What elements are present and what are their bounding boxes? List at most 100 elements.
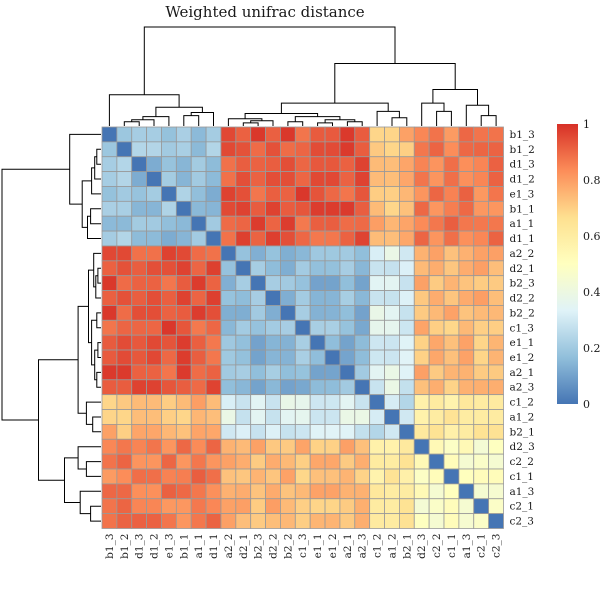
heatmap-cell	[294, 171, 311, 187]
heatmap-cell	[488, 513, 504, 529]
heatmap-cell	[324, 126, 341, 143]
heatmap-cell	[175, 349, 192, 366]
heatmap-cell	[146, 126, 162, 143]
heatmap-cell	[190, 394, 207, 410]
heatmap-cell	[265, 305, 281, 321]
row-dendrogram-branch	[85, 461, 101, 477]
heatmap-cell	[146, 468, 162, 485]
heatmap-cell	[146, 275, 162, 291]
heatmap-cell	[488, 379, 504, 396]
heatmap-cell	[280, 364, 296, 381]
heatmap-cell	[384, 215, 400, 232]
column-label: b1_2	[119, 533, 131, 558]
heatmap-cell	[384, 319, 400, 336]
heatmap-cell	[413, 275, 430, 291]
heatmap-cell	[309, 171, 326, 187]
row-label: d2_2	[509, 293, 534, 305]
row-label: b1_3	[509, 129, 534, 141]
row-dendrogram-branch	[90, 505, 101, 522]
row-label: b1_1	[509, 203, 534, 215]
heatmap-cell	[369, 394, 385, 410]
heatmap-cell	[369, 513, 385, 529]
heatmap-cell	[220, 126, 237, 143]
heatmap-cell	[413, 141, 430, 158]
column-label: c1_3	[297, 533, 309, 558]
heatmap-cell	[131, 275, 148, 291]
heatmap-cell	[280, 334, 296, 351]
heatmap-cell	[384, 453, 400, 470]
heatmap-cell	[473, 438, 490, 455]
heatmap-cell	[101, 260, 118, 277]
heatmap-cell	[220, 230, 237, 247]
heatmap-cell	[458, 513, 475, 529]
heatmap-cell	[443, 260, 460, 277]
heatmap-cell	[205, 141, 222, 158]
heatmap-cell	[161, 349, 177, 366]
heatmap-cell	[205, 453, 222, 470]
heatmap-cell	[294, 394, 311, 410]
heatmap-cell	[428, 483, 445, 500]
heatmap-cell	[280, 260, 296, 277]
heatmap-cell	[161, 379, 177, 396]
heatmap-cell	[190, 379, 207, 396]
heatmap-cell	[116, 305, 133, 321]
heatmap-cell	[116, 423, 133, 440]
heatmap-cell	[131, 498, 148, 515]
heatmap-cell	[413, 200, 430, 217]
heatmap-cell	[101, 468, 118, 485]
heatmap-cell	[324, 498, 341, 515]
heatmap-cell	[116, 483, 133, 500]
heatmap-cell	[384, 394, 400, 410]
heatmap-cell	[384, 290, 400, 306]
heatmap-cell	[369, 305, 385, 321]
heatmap-cell	[250, 171, 266, 187]
heatmap-cell	[488, 275, 504, 291]
heatmap-cell	[205, 290, 222, 306]
heatmap-cell	[190, 483, 207, 500]
heatmap-cell	[294, 498, 311, 515]
heatmap-cell	[146, 319, 162, 336]
heatmap-cell	[413, 379, 430, 396]
heatmap-cell	[443, 230, 460, 247]
heatmap-cell	[250, 349, 266, 366]
heatmap-cell	[354, 260, 371, 277]
heatmap-cell	[175, 275, 192, 291]
heatmap-cell	[488, 334, 504, 351]
heatmap-cell	[339, 156, 356, 173]
column-label: c1_1	[446, 533, 458, 558]
heatmap-cell	[339, 334, 356, 351]
heatmap-cell	[265, 513, 281, 529]
heatmap-cell	[131, 186, 148, 202]
heatmap-cell	[458, 156, 475, 173]
heatmap-cell	[294, 305, 311, 321]
heatmap-cell	[384, 483, 400, 500]
heatmap-cell	[146, 349, 162, 366]
heatmap-cell	[161, 245, 177, 262]
heatmap-cell	[131, 394, 148, 410]
heatmap-cell	[220, 200, 237, 217]
heatmap-cell	[354, 364, 371, 381]
heatmap-cell	[443, 245, 460, 262]
heatmap-cell	[443, 215, 460, 232]
row-dendrogram-branch	[97, 342, 101, 358]
heatmap-cell	[101, 290, 118, 306]
heatmap-cell	[190, 215, 207, 232]
heatmap-cell	[116, 364, 133, 381]
heatmap-cell	[309, 200, 326, 217]
heatmap-cell	[101, 275, 118, 291]
row-dendrogram-branch	[1, 168, 70, 421]
heatmap-cell	[101, 409, 118, 425]
heatmap-cell	[413, 171, 430, 187]
heatmap-cell	[205, 394, 222, 410]
heatmap-cell	[131, 215, 148, 232]
heatmap-cell	[190, 141, 207, 158]
heatmap-cell	[428, 513, 445, 529]
heatmap-cell	[354, 379, 371, 396]
colorbar-tick-label: 0.6	[583, 230, 600, 243]
heatmap-cell	[473, 156, 490, 173]
column-dendrogram-branch	[334, 63, 456, 104]
heatmap-cell	[384, 126, 400, 143]
heatmap-cell	[458, 171, 475, 187]
heatmap-cell	[116, 409, 133, 425]
heatmap-cell	[458, 453, 475, 470]
